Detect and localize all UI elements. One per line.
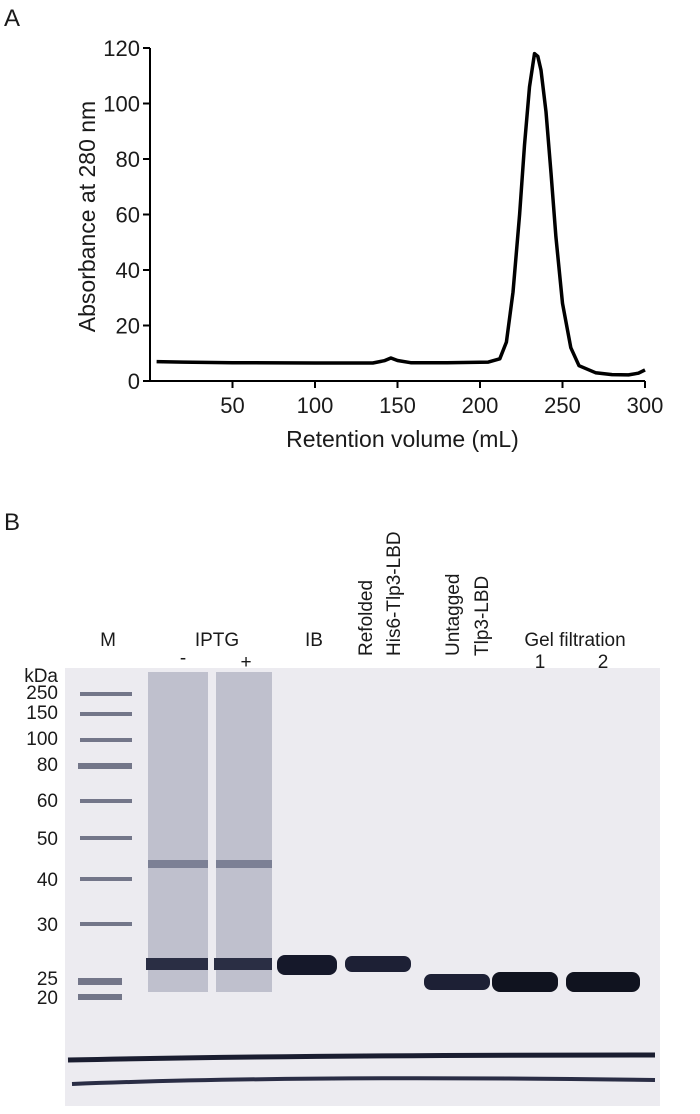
lane-label: IB <box>305 630 323 651</box>
y-tick-label: 20 <box>116 314 140 339</box>
y-tick-label: 0 <box>128 369 140 394</box>
marker-label: 150 <box>26 703 58 724</box>
y-axis-label: Absorbance at 280 nm <box>74 101 100 332</box>
y-tick-label: 80 <box>116 147 140 172</box>
y-tick-label: 120 <box>103 36 140 61</box>
marker-label: 60 <box>37 791 58 812</box>
marker-label: 30 <box>37 915 58 936</box>
lane-label: His6-Tlp3-LBD <box>384 531 405 656</box>
marker-label: 80 <box>37 755 58 776</box>
x-tick-label: 150 <box>379 393 416 418</box>
y-tick-label: 100 <box>103 92 140 117</box>
marker-label: 25 <box>37 969 58 990</box>
x-tick-label: 100 <box>297 393 334 418</box>
lane-label: + <box>240 652 251 673</box>
marker-label: 40 <box>37 870 58 891</box>
lane-label: - <box>180 648 186 669</box>
lane-label: M <box>100 630 116 651</box>
lane-label: Untagged <box>443 574 464 656</box>
lane-label: 2 <box>598 652 609 673</box>
lane-label: IPTG <box>195 630 239 651</box>
gel-image <box>65 668 660 1106</box>
x-tick-label: 200 <box>462 393 499 418</box>
x-tick-label: 250 <box>544 393 581 418</box>
lane-label: Tlp3-LBD <box>472 576 493 656</box>
panel-label: A <box>4 5 20 32</box>
marker-label: 250 <box>26 683 58 704</box>
y-tick-label: 40 <box>116 258 140 283</box>
gel-unit-label: kDa <box>24 666 58 687</box>
x-axis-label: Retention volume (mL) <box>286 426 519 452</box>
panel-label: B <box>4 509 20 536</box>
lane-label: Gel filtration <box>524 630 625 651</box>
x-tick-label: 50 <box>220 393 244 418</box>
x-tick-label: 300 <box>627 393 664 418</box>
line-series <box>156 51 646 377</box>
marker-label: 100 <box>26 729 58 750</box>
lane-label: Refolded <box>356 580 377 656</box>
lane-label: 1 <box>535 652 546 673</box>
marker-label: 50 <box>37 829 58 850</box>
marker-label: 20 <box>37 988 58 1009</box>
y-tick-label: 60 <box>116 203 140 228</box>
